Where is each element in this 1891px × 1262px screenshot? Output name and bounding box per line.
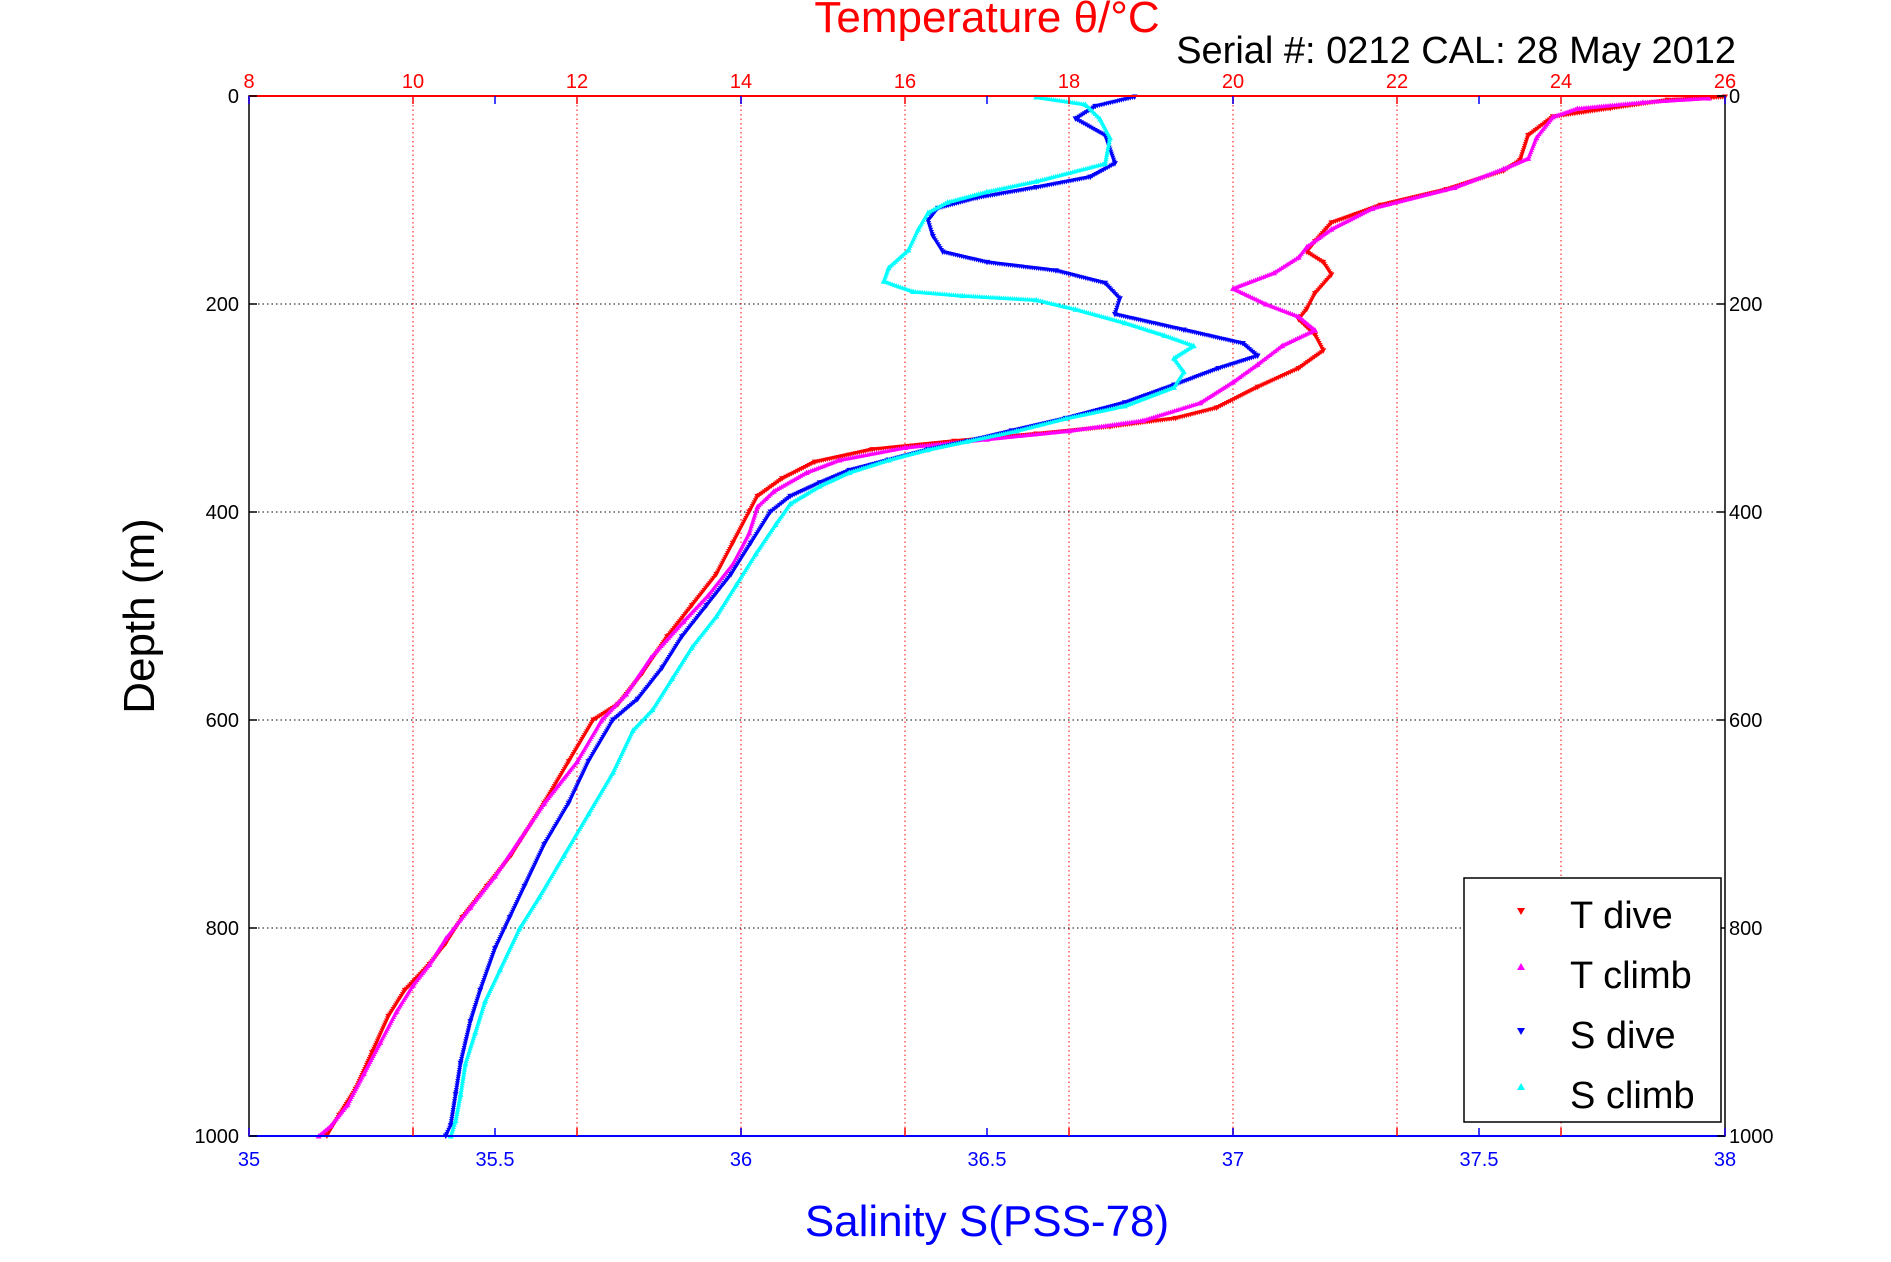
data-point-interp — [454, 1109, 460, 1114]
legend-label-s-climb: S climb — [1570, 1075, 1695, 1117]
sal-tick-label: 36 — [730, 1149, 752, 1171]
data-point-interp — [460, 1078, 466, 1084]
legend-marker-t-climb — [1517, 963, 1525, 970]
data-point-interp — [459, 1082, 465, 1088]
data-point-interp — [1104, 150, 1110, 155]
data-point-interp — [1105, 143, 1111, 149]
data-point-interp — [1103, 156, 1109, 162]
data-point-interp — [1106, 139, 1112, 144]
tick-marks — [248, 95, 1726, 1137]
data-point-interp — [460, 1076, 466, 1081]
sal-tick-label: 35.5 — [476, 1149, 515, 1171]
series-s-dive — [442, 94, 1261, 1139]
data-point-interp — [1106, 141, 1112, 147]
data-point-interp — [1105, 145, 1111, 151]
data-point-interp — [456, 1100, 462, 1106]
data-point — [754, 503, 761, 510]
legend-entry-t-dive: T dive — [1517, 895, 1673, 937]
data-point-interp — [457, 1094, 463, 1099]
temp-tick-label: 18 — [1058, 71, 1080, 93]
series-s-climb — [447, 94, 1197, 1139]
data-point-interp — [456, 1102, 462, 1108]
temp-tick-label: 12 — [566, 71, 588, 93]
legend-label-t-climb: T climb — [1570, 955, 1692, 997]
data-point-interp — [453, 1113, 459, 1119]
legend-box — [1463, 877, 1722, 1123]
temp-tick-label: 26 — [1714, 71, 1736, 93]
data-point-interp — [456, 1098, 462, 1103]
legend-entry-t-climb: T climb — [1517, 955, 1692, 997]
data-point — [1107, 134, 1113, 141]
data-point-interp — [1105, 148, 1111, 153]
sal-tick-label: 37 — [1222, 1149, 1244, 1171]
data-point — [1295, 365, 1302, 372]
data-point-interp — [457, 1096, 463, 1101]
legend: T dive T climb S dive S climb — [1463, 877, 1722, 1123]
depth-tick-label-right: 0 — [1729, 86, 1740, 108]
sal-tick-label: 35 — [238, 1149, 260, 1171]
temp-tick-label: 14 — [730, 71, 752, 93]
data-point-interp — [1107, 137, 1113, 142]
legend-marker-s-climb — [1517, 1083, 1525, 1090]
data-point — [457, 1091, 464, 1097]
depth-tick-label: 0 — [228, 86, 239, 108]
serial-caption: Serial #: 0212 CAL: 28 May 2012 — [1176, 30, 1736, 72]
sal-tick-label: 36.5 — [968, 1149, 1007, 1171]
data-point — [1072, 116, 1079, 122]
data-point-interp — [461, 1071, 467, 1077]
data-point — [811, 459, 818, 466]
depth-tick-label-right: 400 — [1729, 502, 1762, 524]
chart-title: Temperature θ/°C — [814, 0, 1159, 42]
depth-tick-label-right: 1000 — [1729, 1126, 1774, 1148]
legend-entry-s-dive: S dive — [1517, 1015, 1676, 1057]
data-point-interp — [461, 1069, 467, 1075]
data-point — [1254, 384, 1261, 391]
legend-entry-s-climb: S climb — [1517, 1075, 1695, 1117]
data-point-interp — [458, 1089, 464, 1095]
data-point-interp — [455, 1107, 461, 1112]
temp-tick-label: 20 — [1222, 71, 1244, 93]
x-axis-title: Salinity S(PSS-78) — [805, 1197, 1169, 1246]
sal-tick-label: 37.5 — [1460, 1149, 1499, 1171]
data-point-interp — [458, 1087, 464, 1092]
depth-tick-label: 200 — [206, 294, 239, 316]
data-point-interp — [462, 1065, 468, 1070]
temp-tick-label: 8 — [243, 71, 254, 93]
data-point — [462, 1060, 469, 1066]
data-point — [1111, 161, 1118, 167]
depth-tick-label-right: 800 — [1729, 918, 1762, 940]
legend-marker-s-dive — [1517, 1028, 1525, 1035]
legend-label-t-dive: T dive — [1570, 895, 1673, 937]
temp-tick-label: 10 — [402, 71, 424, 93]
data-point-interp — [459, 1085, 465, 1090]
legend-label-s-dive: S dive — [1570, 1015, 1676, 1057]
data-point-interp — [454, 1111, 460, 1116]
data-point-interp — [455, 1104, 461, 1110]
data-point-interp — [459, 1080, 465, 1086]
depth-tick-label: 1000 — [195, 1126, 240, 1148]
depth-tick-label: 800 — [206, 918, 239, 940]
depth-tick-label: 600 — [206, 710, 239, 732]
data-point-interp — [461, 1067, 467, 1072]
temp-tick-label: 16 — [894, 71, 916, 93]
legend-marker-t-dive — [1517, 908, 1525, 915]
y-axis-title: Depth (m) — [115, 518, 164, 714]
data-point-interp — [1103, 154, 1109, 160]
sal-tick-label: 38 — [1714, 1149, 1736, 1171]
data-point-interp — [1104, 152, 1110, 157]
data-point — [452, 1117, 459, 1123]
depth-tick-label-right: 200 — [1729, 294, 1762, 316]
data-point-interp — [462, 1062, 468, 1068]
data-point-interp — [460, 1074, 466, 1079]
data-points — [315, 94, 1728, 1139]
temp-tick-label: 24 — [1550, 71, 1572, 93]
depth-tick-label: 400 — [206, 502, 239, 524]
depth-tick-label-right: 600 — [1729, 710, 1762, 732]
temp-tick-label: 22 — [1386, 71, 1408, 93]
